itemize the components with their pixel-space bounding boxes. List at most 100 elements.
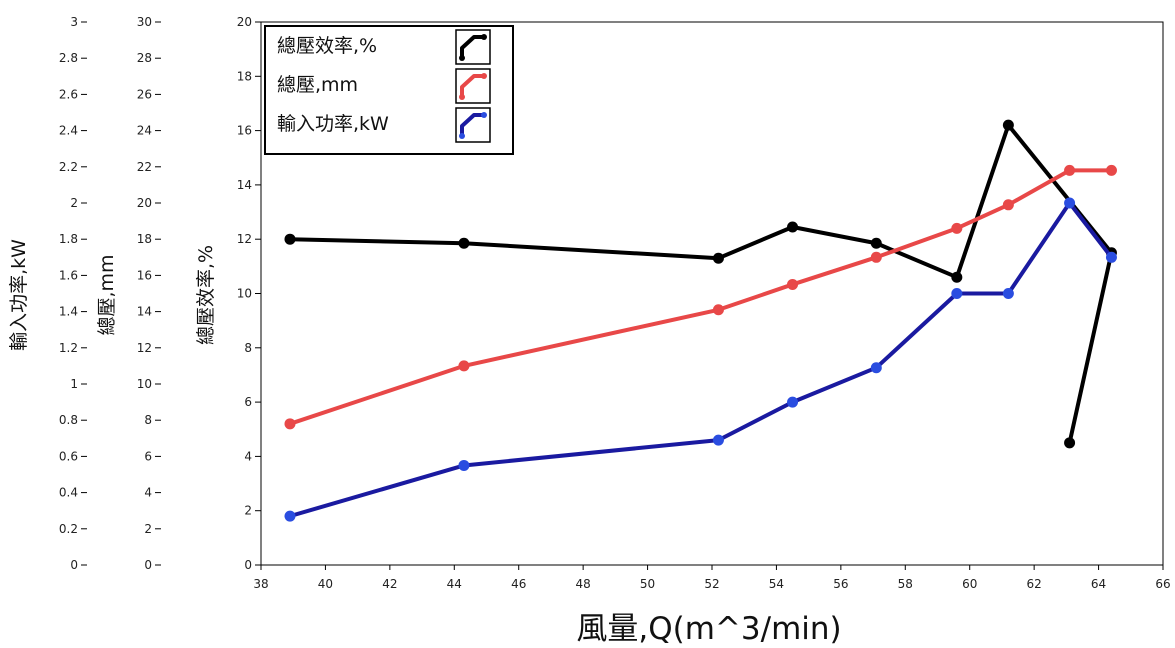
series-line-1: [287, 168, 1114, 426]
efficiency-tick-label: 18: [237, 69, 252, 83]
power-tick-label: 0.4: [59, 486, 78, 500]
power-tick-label: 1.8: [59, 232, 78, 246]
series-2-point: [1105, 251, 1117, 263]
series-2-point: [458, 459, 470, 471]
x-tick-label: 44: [447, 577, 462, 591]
pressure-tick-label: 6: [144, 449, 152, 463]
series-0-point: [951, 271, 963, 283]
legend-swatch-line: [460, 35, 484, 58]
legend-swatch-line: [460, 113, 484, 136]
efficiency-tick-label: 14: [237, 178, 252, 192]
series-2-point: [712, 434, 724, 446]
legend-entry-label: 總壓,mm: [277, 74, 358, 96]
efficiency-tick-label: 16: [237, 124, 252, 138]
pressure-tick-label: 28: [137, 51, 152, 65]
x-tick-label: 60: [962, 577, 977, 591]
pressure-tick-label: 30: [137, 15, 152, 29]
legend-swatch-point: [481, 34, 487, 40]
legend-swatch-line: [460, 74, 484, 97]
legend-swatch-point: [459, 133, 465, 139]
power-tick-label: 0.2: [59, 522, 78, 536]
series-0-point: [1002, 119, 1014, 131]
series-1-point: [284, 418, 296, 430]
series-1-point: [1002, 199, 1014, 211]
power-tick-label: 2.2: [59, 160, 78, 174]
power-tick-label: 0.6: [59, 449, 78, 463]
legend-swatch-point: [459, 55, 465, 61]
legend-swatch-point: [481, 112, 487, 118]
pressure-tick-label: 24: [137, 124, 152, 138]
x-tick-label: 40: [318, 577, 333, 591]
power-axis-title: 輸入功率,kW: [8, 239, 30, 351]
pressure-tick-label: 26: [137, 87, 152, 101]
series-layer: [284, 119, 1117, 522]
series-2-point: [870, 362, 882, 374]
power-tick-label: 2: [70, 196, 78, 210]
efficiency-tick-label: 10: [237, 287, 252, 301]
x-tick-label: 52: [704, 577, 719, 591]
series-0-point: [458, 237, 470, 249]
power-tick-label: 1.6: [59, 268, 78, 282]
pressure-tick-label: 22: [137, 160, 152, 174]
pressure-tick-label: 4: [144, 486, 152, 500]
efficiency-tick-label: 20: [237, 15, 252, 29]
pressure-tick-label: 16: [137, 268, 152, 282]
x-tick-label: 50: [640, 577, 655, 591]
series-0-point: [870, 237, 882, 249]
x-tick-label: 38: [253, 577, 268, 591]
legend-entry-label: 總壓效率,%: [277, 35, 377, 57]
pressure-tick-label: 18: [137, 232, 152, 246]
pressure-tick-label: 14: [137, 305, 152, 319]
efficiency-axis-title: 總壓效率,%: [195, 245, 217, 345]
series-1-point: [951, 222, 963, 234]
x-tick-label: 42: [382, 577, 397, 591]
legend-entry-label: 輸入功率,kW: [277, 113, 389, 135]
x-tick-label: 64: [1091, 577, 1106, 591]
pressure-tick-label: 2: [144, 522, 152, 536]
legend-swatch-point: [481, 73, 487, 79]
efficiency-tick-label: 4: [244, 449, 252, 463]
series-1-point: [712, 304, 724, 316]
power-tick-label: 1.2: [59, 341, 78, 355]
efficiency-tick-label: 2: [244, 504, 252, 518]
series-1-point: [458, 360, 470, 372]
series-2-point: [1002, 288, 1014, 299]
x-tick-label: 66: [1155, 577, 1170, 591]
x-tick-label: 58: [898, 577, 913, 591]
efficiency-tick-label: 0: [244, 558, 252, 572]
legend: 總壓效率,% 總壓,mm 輸入功率,kW: [264, 25, 514, 155]
pressure-tick-label: 0: [144, 558, 152, 572]
series-2-point: [787, 396, 799, 408]
pressure-axis-title: 總壓,mm: [96, 254, 118, 335]
series-1-point: [1064, 164, 1076, 176]
power-tick-label: 3: [70, 15, 78, 29]
pressure-tick-label: 20: [137, 196, 152, 210]
pressure-tick-label: 8: [144, 413, 152, 427]
series-line-2: [287, 201, 1114, 519]
series-1-point: [1105, 164, 1117, 176]
series-2-point: [284, 510, 296, 522]
x-tick-label: 48: [576, 577, 591, 591]
axes-layer: 38 40 42 44 46 48 50 52 54 56 58 60 62 64 66風量,Q(m^3/m…: [8, 15, 1171, 647]
efficiency-tick-label: 8: [244, 341, 252, 355]
series-0-point: [787, 221, 799, 233]
x-tick-label: 46: [511, 577, 526, 591]
power-tick-label: 0.8: [59, 413, 78, 427]
efficiency-tick-label: 12: [237, 232, 252, 246]
series-line-0: [287, 123, 1114, 445]
x-tick-label: 56: [833, 577, 848, 591]
power-tick-label: 1: [70, 377, 78, 391]
series-1-point: [787, 278, 799, 290]
x-axis-title: 風量,Q(m^3/min): [576, 611, 841, 647]
power-tick-label: 2.8: [59, 51, 78, 65]
series-0-point: [712, 252, 724, 264]
series-0-point: [1064, 437, 1076, 449]
series-0-point: [284, 233, 296, 245]
x-tick-label: 62: [1027, 577, 1042, 591]
pressure-tick-label: 12: [137, 341, 152, 355]
power-tick-label: 0: [70, 558, 78, 572]
series-1-point: [870, 251, 882, 263]
legend-swatch-point: [459, 94, 465, 100]
